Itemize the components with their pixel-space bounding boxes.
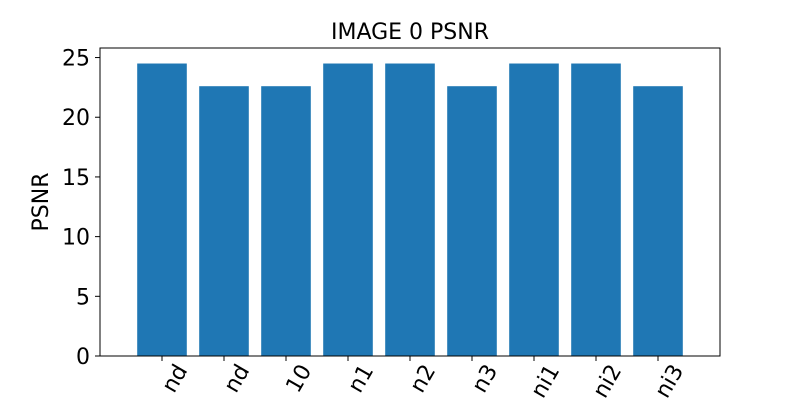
chart-title: IMAGE 0 PSNR — [331, 20, 489, 45]
x-tick-label-5: n3 — [468, 361, 504, 398]
y-tick-label-3: 15 — [62, 166, 90, 191]
bar-8 — [633, 86, 683, 356]
bar-3 — [323, 63, 373, 357]
y-tick-label-5: 25 — [62, 47, 90, 72]
bar-2 — [261, 86, 311, 356]
x-tick-label-0: nd — [158, 361, 194, 398]
y-axis-label: PSNR — [29, 173, 54, 232]
x-tick-label-8: ni3 — [651, 361, 690, 400]
bar-1 — [199, 86, 249, 356]
bar-5 — [447, 86, 497, 356]
bar-6 — [509, 63, 559, 357]
bar-0 — [137, 63, 187, 357]
x-tick-label-3: n1 — [344, 361, 380, 398]
x-tick-label-6: ni1 — [527, 361, 566, 400]
y-tick-label-2: 10 — [62, 226, 90, 251]
x-tick-label-4: n2 — [406, 361, 442, 398]
y-tick-label-0: 0 — [76, 345, 90, 370]
plot-frame — [99, 47, 721, 357]
y-axis-ticks: 0 5 10 15 20 25 — [62, 47, 100, 370]
x-axis-ticks: nd nd 10 n1 n2 n3 ni1 ni2 ni3 — [158, 356, 690, 400]
bars-group — [137, 63, 683, 357]
bar-4 — [385, 63, 435, 357]
x-tick-label-7: ni2 — [589, 361, 628, 400]
y-tick-label-1: 5 — [76, 285, 90, 310]
x-tick-label-2: 10 — [282, 361, 318, 398]
y-tick-label-4: 20 — [62, 106, 90, 131]
bar-7 — [571, 63, 621, 357]
x-tick-label-1: nd — [220, 361, 256, 398]
